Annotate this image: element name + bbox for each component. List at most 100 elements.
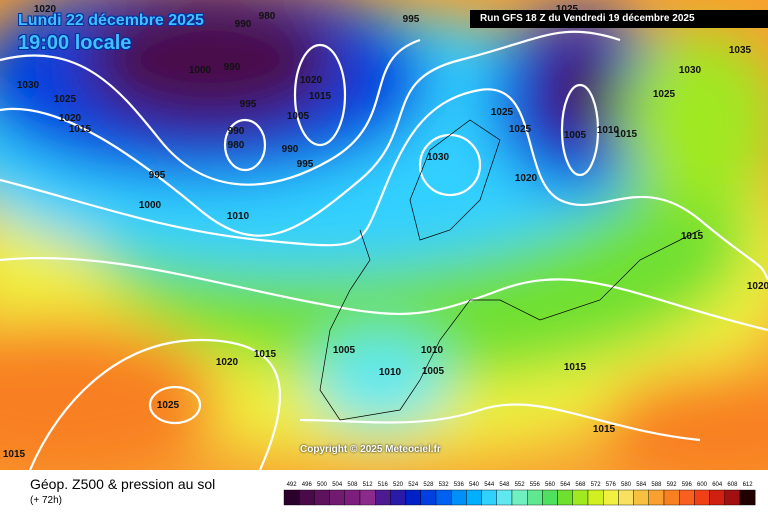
scale-label: 608 (727, 482, 738, 488)
scale-swatch (694, 489, 710, 506)
isobar-label: 1015 (69, 124, 92, 135)
scale-swatch (739, 489, 756, 506)
scale-swatch (511, 489, 528, 506)
isobar-label: 1030 (17, 80, 40, 91)
isobar-label: 1010 (379, 367, 402, 378)
isobar-label: 1020 (747, 281, 768, 292)
isobar-label: 1010 (421, 345, 444, 356)
scale-label: 544 (484, 482, 495, 488)
scale-label: 496 (302, 482, 313, 488)
scale-label: 596 (682, 482, 693, 488)
scale-swatch (663, 489, 680, 506)
isobar-label: 1015 (681, 231, 704, 242)
isobar-label: 995 (403, 14, 420, 25)
scale-label: 508 (347, 482, 358, 488)
footer-title: Géop. Z500 & pression au sol (30, 476, 216, 492)
isobar-label: 1020 (59, 113, 82, 124)
scale-label: 604 (712, 482, 723, 488)
scale-label: 504 (332, 482, 343, 488)
scale-label: 576 (606, 482, 617, 488)
scale-swatch (572, 489, 589, 506)
scale-label: 572 (591, 482, 602, 488)
scale-swatch (466, 489, 482, 506)
isobar-label: 980 (228, 140, 245, 151)
scale-label: 564 (560, 482, 571, 488)
isobar-label: 1020 (34, 4, 57, 15)
scale-label: 556 (530, 482, 541, 488)
isobar-label: 1005 (422, 366, 445, 377)
isobar-label: 1020 (300, 75, 323, 86)
scale-label: 548 (499, 482, 510, 488)
isobar-label: 1025 (653, 89, 676, 100)
isobar-label: 995 (149, 170, 166, 181)
footer-subtitle: (+ 72h) (30, 495, 62, 506)
scale-label: 536 (454, 482, 465, 488)
isobar-label: 990 (224, 62, 241, 73)
scale-label: 552 (515, 482, 526, 488)
isobar-label: 1025 (157, 400, 180, 411)
isobar-label: 1015 (3, 449, 26, 460)
scale-swatch (405, 489, 421, 506)
scale-swatch (435, 489, 452, 506)
copyright: Copyright © 2025 Meteociel.fr (300, 444, 441, 455)
scale-swatch (344, 489, 361, 506)
isobar-label: 1025 (509, 124, 532, 135)
scale-label: 584 (636, 482, 647, 488)
isobar-label: 1010 (227, 211, 250, 222)
isobar-label: 1020 (515, 173, 538, 184)
isobar-label: 1035 (729, 45, 752, 56)
isobar-label: 1005 (333, 345, 356, 356)
isobar-label: 990 (235, 19, 252, 30)
scale-swatch (374, 489, 391, 506)
scale-swatch (679, 489, 695, 506)
scale-label: 524 (408, 482, 419, 488)
scale-label: 612 (743, 482, 754, 488)
scale-label: 560 (545, 482, 556, 488)
scale-swatch (329, 489, 345, 506)
scale-swatch (633, 489, 650, 506)
isobar-label: 1010 (597, 125, 620, 136)
isobar-label: 1020 (216, 357, 239, 368)
isobar-label: 990 (282, 144, 299, 155)
scale-label: 580 (621, 482, 632, 488)
isobar-label: 1030 (427, 152, 450, 163)
scale-label: 528 (423, 482, 434, 488)
isobar-label: 1030 (679, 65, 702, 76)
scale-swatch (283, 489, 300, 506)
scale-swatch (450, 489, 467, 506)
scale-label: 600 (697, 482, 708, 488)
scale-label: 568 (575, 482, 586, 488)
scale-swatch (648, 489, 665, 506)
isobar-label: 980 (259, 11, 276, 22)
isobar-label: 1025 (491, 107, 514, 118)
scale-swatch (526, 489, 543, 506)
scale-swatch (481, 489, 498, 506)
isobar-label: 1025 (556, 4, 579, 15)
isobar-label: 1015 (615, 129, 638, 140)
scale-swatch (603, 489, 619, 506)
scale-label: 512 (363, 482, 374, 488)
scale-swatch (587, 489, 604, 506)
scale-swatch (557, 489, 574, 506)
scale-label: 520 (393, 482, 404, 488)
isobar-label: 1000 (189, 65, 212, 76)
isobar-label: 1005 (564, 130, 587, 141)
scale-swatch (299, 489, 315, 506)
scale-label: 592 (667, 482, 678, 488)
run-label: Run GFS 18 Z du Vendredi 19 décembre 202… (470, 10, 768, 28)
date-label: Lundi 22 décembre 2025 (18, 12, 204, 29)
isobar-label: 1015 (309, 91, 332, 102)
isobar-label: 1015 (564, 362, 587, 373)
isobars (0, 30, 768, 470)
scale-label: 540 (469, 482, 480, 488)
isobar-label: 1005 (287, 111, 310, 122)
isobar-label: 995 (297, 159, 314, 170)
scale-swatch (496, 489, 513, 506)
isobar-label: 995 (240, 99, 257, 110)
isobar-label: 1015 (254, 349, 277, 360)
scale-swatch (724, 489, 741, 506)
time-label: 19:00 locale (18, 32, 132, 54)
scale-label: 588 (651, 482, 662, 488)
